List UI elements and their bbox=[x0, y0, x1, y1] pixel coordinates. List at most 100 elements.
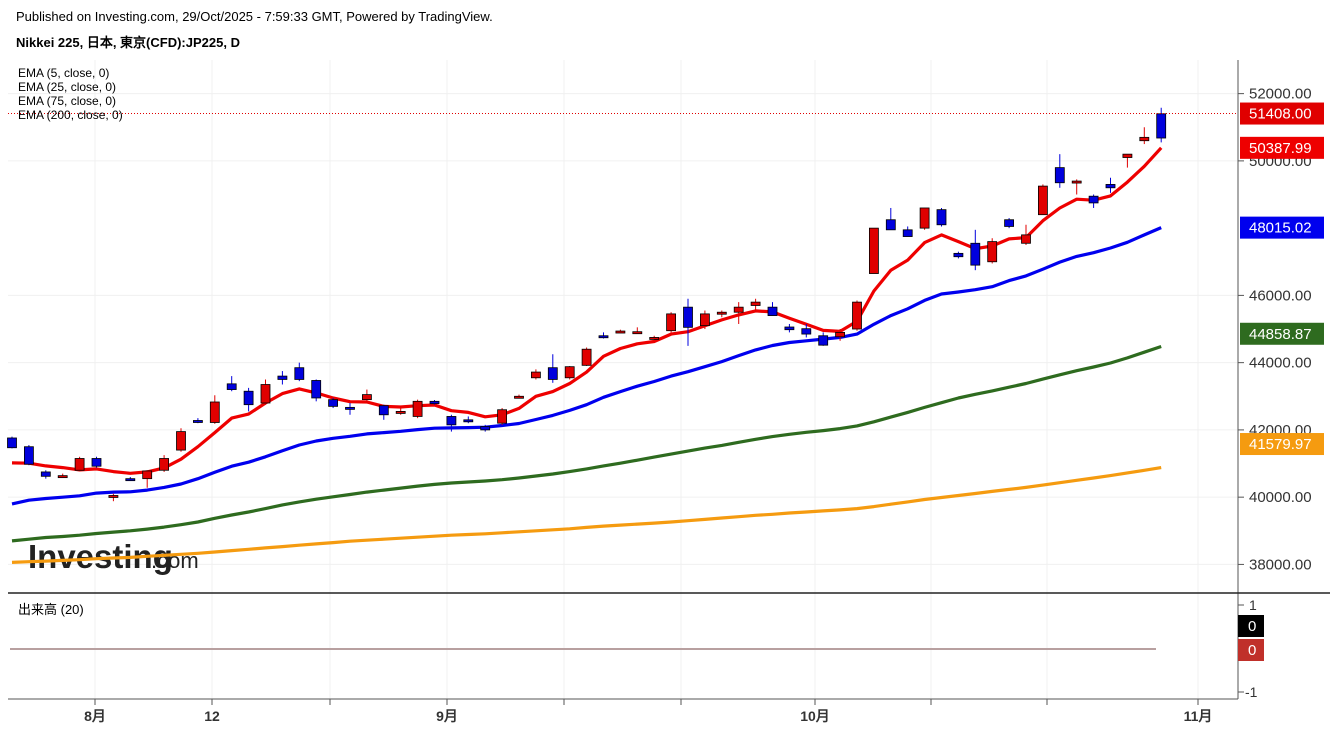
volume-label: 出来高 (20) bbox=[18, 602, 84, 617]
candle bbox=[243, 387, 254, 412]
candle bbox=[23, 445, 34, 466]
time-tick-label: 9月 bbox=[436, 708, 458, 724]
time-axis[interactable]: 8月 12 9月 10月 11月 bbox=[84, 699, 1212, 724]
candle bbox=[784, 323, 795, 333]
legend-ema75: EMA (75, close, 0) bbox=[18, 94, 116, 108]
candle bbox=[429, 399, 440, 405]
indicator-legend: EMA (5, close, 0) EMA (25, close, 0) EMA… bbox=[18, 66, 123, 122]
candle bbox=[480, 424, 491, 432]
candle-body bbox=[1139, 136, 1150, 142]
candle bbox=[74, 456, 85, 471]
price-tag-box bbox=[1240, 102, 1324, 125]
published-note: Published on Investing.com, 29/Oct/2025 … bbox=[16, 9, 493, 24]
volume-pane[interactable]: 出来高 (20) 1 -1 0 0 bbox=[10, 597, 1264, 700]
candle bbox=[159, 455, 170, 472]
candle bbox=[531, 369, 541, 380]
candle-body bbox=[1156, 113, 1167, 139]
candle-body bbox=[1054, 167, 1065, 184]
candle bbox=[801, 323, 812, 338]
candle bbox=[497, 408, 508, 425]
candle-body bbox=[74, 458, 85, 471]
legend-ema200: EMA (200, close, 0) bbox=[18, 108, 123, 122]
candle-body bbox=[547, 367, 558, 380]
candle-body bbox=[564, 366, 575, 379]
candle bbox=[446, 414, 457, 432]
price-tag-box bbox=[1240, 136, 1324, 159]
candle-body bbox=[345, 406, 355, 410]
ema25-line bbox=[11, 226, 1162, 506]
candle-body bbox=[700, 313, 710, 327]
price-tag-ema200: 41579.97 bbox=[1240, 433, 1324, 456]
candle-body bbox=[57, 475, 68, 479]
candle bbox=[176, 428, 186, 452]
candle-body bbox=[429, 400, 440, 405]
candle bbox=[818, 332, 829, 346]
ema5-line bbox=[11, 146, 1163, 475]
time-tick-label: 11月 bbox=[1184, 708, 1213, 724]
candle bbox=[378, 404, 389, 420]
candle-body bbox=[395, 411, 406, 414]
candle bbox=[666, 312, 676, 333]
candle bbox=[1021, 224, 1031, 245]
candle bbox=[1038, 184, 1048, 216]
legend-ema5: EMA (5, close, 0) bbox=[18, 66, 109, 80]
candle bbox=[1071, 179, 1082, 195]
candle-body bbox=[142, 470, 153, 480]
price-pane[interactable] bbox=[8, 60, 1238, 593]
candle-body bbox=[40, 471, 51, 477]
candle bbox=[209, 395, 220, 424]
candle bbox=[395, 406, 406, 415]
legend-ema25: EMA (25, close, 0) bbox=[18, 80, 116, 94]
candle bbox=[1122, 153, 1133, 168]
candle-body bbox=[767, 306, 778, 316]
candle bbox=[581, 347, 592, 367]
candle-body bbox=[480, 426, 491, 431]
candle-body bbox=[733, 306, 744, 313]
candle-body bbox=[463, 419, 474, 423]
candle-body bbox=[1038, 185, 1048, 216]
candle bbox=[260, 379, 271, 405]
candle-body bbox=[649, 337, 660, 340]
candle-body bbox=[243, 390, 254, 406]
candle-body bbox=[108, 495, 119, 498]
candle bbox=[547, 354, 558, 383]
candle-body bbox=[378, 405, 389, 416]
candle-body bbox=[716, 311, 727, 315]
candle bbox=[361, 389, 372, 404]
candle-body bbox=[683, 306, 693, 328]
candle bbox=[108, 493, 119, 502]
candle bbox=[953, 251, 964, 259]
candle-body bbox=[260, 384, 271, 404]
candle bbox=[1139, 127, 1150, 145]
candle-body bbox=[277, 375, 288, 380]
candle-body bbox=[885, 219, 896, 231]
candle bbox=[125, 476, 136, 482]
candle-body bbox=[176, 431, 186, 451]
price-tick-label: 44000.00 bbox=[1249, 355, 1312, 372]
candle bbox=[902, 226, 913, 237]
price-tick-label: 46000.00 bbox=[1249, 287, 1312, 304]
candle-body bbox=[412, 400, 423, 417]
candle bbox=[277, 371, 288, 385]
candle-body bbox=[531, 371, 541, 379]
candle bbox=[1088, 194, 1099, 208]
candle bbox=[700, 310, 710, 330]
candle bbox=[1156, 107, 1167, 143]
candle bbox=[463, 416, 474, 424]
price-tag-label: 50387.99 bbox=[1249, 140, 1312, 157]
candle bbox=[1004, 218, 1014, 229]
candle bbox=[345, 403, 355, 415]
candle bbox=[40, 470, 51, 479]
candle-body bbox=[818, 335, 829, 346]
candle-body bbox=[1004, 219, 1014, 227]
candle-body bbox=[91, 458, 102, 467]
candle bbox=[767, 302, 778, 316]
candle bbox=[412, 399, 423, 419]
candle-body bbox=[581, 348, 592, 366]
candle bbox=[294, 362, 305, 382]
price-tick-label: 38000.00 bbox=[1249, 556, 1312, 573]
candle-body bbox=[328, 399, 339, 407]
candle-body bbox=[226, 383, 237, 390]
candle bbox=[91, 456, 102, 468]
